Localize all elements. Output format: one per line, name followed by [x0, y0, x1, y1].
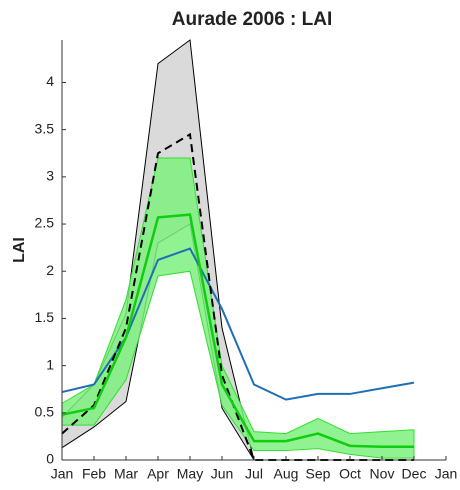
x-tick-label: Mar: [114, 466, 138, 482]
y-tick-label: 1.5: [35, 309, 55, 325]
x-tick-label: Aug: [274, 466, 299, 482]
x-tick-label: Apr: [147, 466, 169, 482]
x-tick-label: Sep: [306, 466, 331, 482]
band-area: [61, 39, 414, 461]
y-axis-label: LAI: [11, 237, 28, 263]
x-tick-label: Jan: [435, 466, 458, 482]
y-tick-label: 3.5: [35, 120, 55, 136]
y-tick-label: 0.5: [35, 404, 55, 420]
x-tick-label: Oct: [339, 466, 361, 482]
series-line: [61, 247, 415, 401]
y-tick-label: 4: [46, 73, 54, 89]
x-tick-label: Feb: [82, 466, 106, 482]
x-tick-label: Jun: [211, 466, 234, 482]
x-tick-label: Jul: [245, 466, 263, 482]
y-tick-label: 2: [46, 262, 54, 278]
x-tick-label: Jan: [51, 466, 74, 482]
x-tick-label: Nov: [370, 466, 395, 482]
y-tick-label: 1: [46, 356, 54, 372]
x-tick-label: Dec: [402, 466, 427, 482]
x-tick-label: May: [177, 466, 203, 482]
series-line: [61, 213, 414, 449]
chart-title: Aurade 2006 : LAI: [172, 9, 333, 30]
y-tick-label: 2.5: [35, 215, 55, 231]
y-tick-label: 3: [46, 168, 54, 184]
series-line: [61, 132, 414, 461]
y-tick-label: 0: [46, 451, 54, 467]
